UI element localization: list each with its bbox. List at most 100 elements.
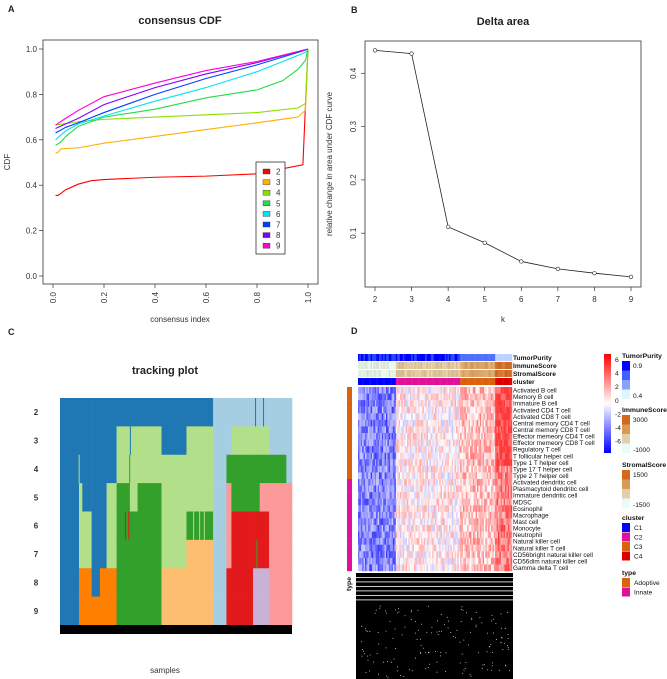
heatmap-cell [444,419,447,427]
heatmap-cell [478,426,480,434]
annotation-cell-cluster [376,378,378,385]
heatmap-cell [388,518,391,526]
heatmap-cell [432,498,434,506]
heatmap-cell [449,485,451,493]
column-name-speck [430,632,432,634]
tumor-purity-legend-swatch [622,389,630,399]
heatmap-cell [379,413,381,421]
heatmap-cell [507,479,510,486]
heatmap-cell [457,472,459,480]
heatmap-cell [465,419,468,427]
heatmap-cell [470,551,472,559]
heatmap-cell [411,498,413,506]
heatmap-cell [439,433,441,440]
heatmap-cell [425,531,427,539]
column-name-speck [366,655,368,657]
heatmap-cell [510,511,513,519]
heatmap-cell [376,525,378,532]
heatmap-cell [418,446,420,453]
tracking-cell-k5 [116,483,131,512]
heatmap-cell [447,498,450,506]
heatmap-cell [383,387,385,394]
heatmap-cell [496,525,499,532]
heatmap-cell [429,538,431,545]
heatmap-cell [394,439,396,447]
heatmap-cell [408,393,410,401]
annotation-cell-ImmuneScore [423,362,426,369]
heatmap-cell [507,433,510,440]
annotation-cell-ImmuneScore [432,362,434,369]
heatmap-cell [481,419,483,427]
heatmap-cell [430,525,433,532]
annotation-cell-cluster [425,378,427,385]
heatmap-cell [394,406,396,414]
heatmap-cell [492,538,494,545]
heatmap-cell [360,452,363,460]
heatmap-cell [381,452,384,460]
tracking-cell-k8 [231,568,254,597]
heatmap-cell [423,525,426,532]
heatmap-cell [472,531,475,539]
heatmap-cell [365,433,367,440]
column-name-speck [463,639,465,641]
tracking-cell-k9 [273,596,287,626]
heatmap-cell [377,426,380,434]
heatmap-cell [376,433,378,440]
annotation-cell-ImmuneScore [401,362,403,369]
heatmap-cell [401,498,403,506]
heatmap-cell [433,452,436,460]
heatmap-cell [415,564,417,572]
heatmap-cell [433,472,436,480]
heatmap-row-label: Central memory CD4 T cell [513,420,590,427]
delta-x-tick-label: 5 [482,295,487,304]
heatmap-cell [405,433,408,440]
annotation-cell-ImmuneScore [386,362,388,369]
heatmap-cell [430,538,433,545]
heatmap-cell [465,413,468,421]
annotation-cell-ImmuneScore [429,362,431,369]
heatmap-cell [358,406,360,414]
heatmap-cell [510,452,513,460]
heatmap-row-label: Regulatory T cell [513,447,561,454]
annotation-cell-cluster [481,378,483,385]
annotation-cell-StromalScore [362,370,364,377]
heatmap-cell [507,505,510,513]
column-name-speck [414,657,416,659]
heatmap-cell [486,472,489,480]
heatmap-cell [453,406,455,414]
annotation-cell-StromalScore [397,370,399,377]
annotation-cell-StromalScore [479,370,482,377]
heatmap-cell [453,400,455,407]
heatmap-cell [428,492,430,499]
heatmap-cell [384,505,387,513]
heatmap-cell [449,492,451,499]
heatmap-cell [381,511,384,519]
heatmap-cell [460,413,462,421]
column-name-speck [379,607,381,609]
annotation-cell-ImmuneScore [372,362,374,369]
heatmap-cell [432,485,434,493]
heatmap-cell [447,538,450,545]
heatmap-cell [444,439,447,447]
heatmap-cell [384,498,387,506]
column-name-speck [471,618,473,620]
heatmap-cell [464,564,466,572]
heatmap-cell [395,492,398,499]
heatmap-cell [418,525,420,532]
consensus-cdf-chart: consensus CDF consensus index CDF 0.0 0.2… [3,15,319,324]
heatmap-cell [489,551,492,559]
heatmap-cell [390,544,392,552]
heatmap-cell [433,439,436,447]
cluster-legend-swatch-C4 [622,551,630,561]
heatmap-cell [372,525,374,532]
heatmap-cell [486,544,489,552]
annotation-cell-ImmuneScore [451,362,454,369]
heatmap-cell [383,479,385,486]
type-annotation-cell [347,406,352,414]
heatmap-cell [400,393,402,401]
column-name-speck [429,663,431,665]
heatmap-cell [386,413,388,421]
heatmap-cell [481,413,483,421]
heatmap-cell [414,511,416,519]
heatmap-cell [449,538,451,545]
